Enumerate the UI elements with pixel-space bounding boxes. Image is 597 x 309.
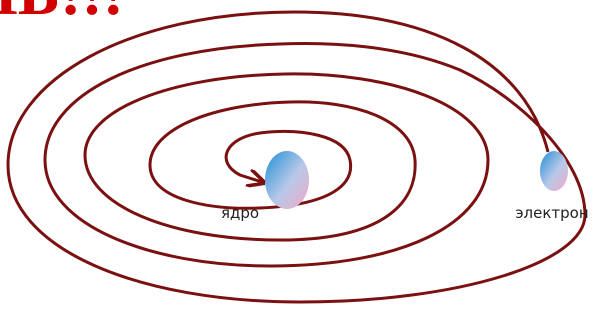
nucleus-label: ядро bbox=[221, 204, 259, 222]
diagram: ЛЬ!!! ядро электрон bbox=[0, 0, 597, 309]
electron bbox=[540, 151, 568, 191]
page: {"header": {"title": "ЛЬ!!!"}, "nodes": … bbox=[0, 0, 597, 309]
nucleus bbox=[265, 151, 309, 209]
electron-label: электрон bbox=[515, 204, 588, 222]
heading: ЛЬ!!! bbox=[0, 0, 124, 28]
